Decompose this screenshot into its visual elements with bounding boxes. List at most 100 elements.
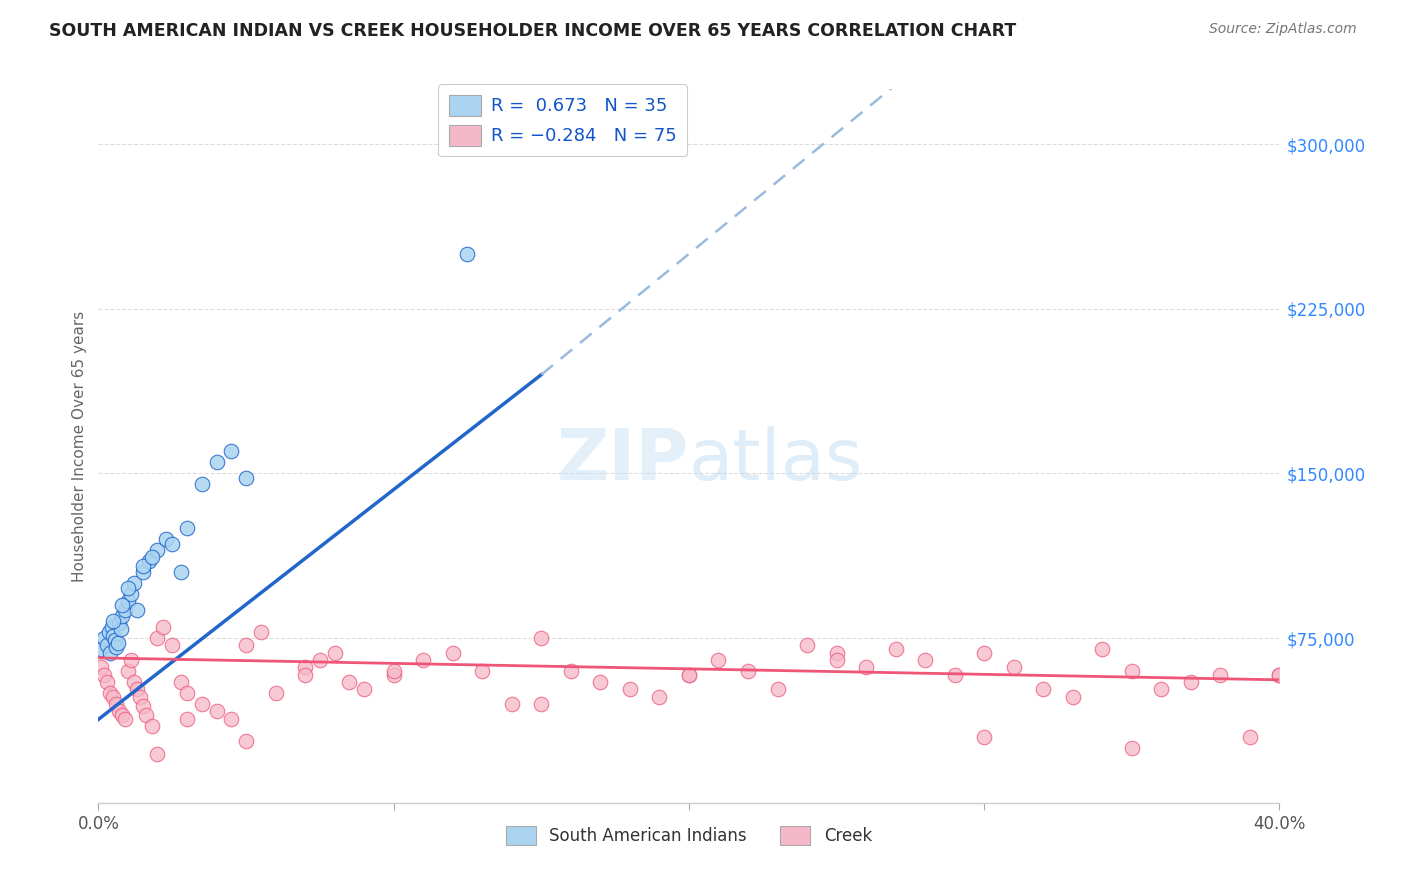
Point xyxy=(1239,730,1261,744)
Point xyxy=(108,704,131,718)
Point xyxy=(146,631,169,645)
Point xyxy=(105,697,128,711)
Point xyxy=(884,642,907,657)
Point xyxy=(1002,659,1025,673)
Point xyxy=(353,681,375,696)
Point xyxy=(412,653,434,667)
Legend: South American Indians, Creek: South American Indians, Creek xyxy=(499,819,879,852)
Point xyxy=(122,576,145,591)
Point xyxy=(117,594,139,608)
Point xyxy=(162,537,183,551)
Point xyxy=(120,653,142,667)
Point xyxy=(973,647,995,661)
Point xyxy=(973,730,995,744)
Point xyxy=(457,247,479,261)
Text: SOUTH AMERICAN INDIAN VS CREEK HOUSEHOLDER INCOME OVER 65 YEARS CORRELATION CHAR: SOUTH AMERICAN INDIAN VS CREEK HOUSEHOLD… xyxy=(49,22,1017,40)
Point xyxy=(114,712,136,726)
Point xyxy=(138,554,160,568)
Point xyxy=(114,602,136,616)
Point xyxy=(97,624,120,639)
Point xyxy=(146,543,169,558)
Point xyxy=(294,668,316,682)
Point xyxy=(128,690,150,705)
Point xyxy=(93,668,115,682)
Point xyxy=(103,690,125,705)
Point xyxy=(294,659,316,673)
Point xyxy=(162,638,183,652)
Point xyxy=(205,704,228,718)
Point xyxy=(176,686,198,700)
Point xyxy=(221,712,243,726)
Point xyxy=(152,620,174,634)
Point xyxy=(1062,690,1084,705)
Point xyxy=(125,602,148,616)
Point xyxy=(943,668,966,682)
Point xyxy=(825,653,848,667)
Point xyxy=(96,638,118,652)
Point xyxy=(117,664,139,678)
Text: ZIP: ZIP xyxy=(557,425,689,495)
Point xyxy=(176,521,198,535)
Point xyxy=(235,638,257,652)
Point xyxy=(855,659,877,673)
Point xyxy=(1121,664,1143,678)
Point xyxy=(120,587,142,601)
Point xyxy=(589,675,612,690)
Point xyxy=(1091,642,1114,657)
Point xyxy=(250,624,273,639)
Point xyxy=(530,631,553,645)
Point xyxy=(707,653,730,667)
Point xyxy=(96,675,118,690)
Point xyxy=(914,653,936,667)
Point xyxy=(132,699,155,714)
Point xyxy=(111,609,134,624)
Point xyxy=(1032,681,1054,696)
Point xyxy=(530,697,553,711)
Point xyxy=(382,668,405,682)
Point xyxy=(1150,681,1173,696)
Point xyxy=(501,697,523,711)
Point xyxy=(1180,675,1202,690)
Point xyxy=(111,598,134,612)
Point xyxy=(205,455,228,469)
Point xyxy=(382,664,405,678)
Point xyxy=(132,558,155,573)
Text: Source: ZipAtlas.com: Source: ZipAtlas.com xyxy=(1209,22,1357,37)
Text: atlas: atlas xyxy=(689,425,863,495)
Point xyxy=(98,686,121,700)
Point xyxy=(264,686,287,700)
Point xyxy=(678,668,700,682)
Point xyxy=(648,690,671,705)
Point xyxy=(825,647,848,661)
Point xyxy=(122,675,145,690)
Point xyxy=(737,664,759,678)
Point xyxy=(441,647,464,661)
Point xyxy=(111,708,134,723)
Point xyxy=(141,549,163,564)
Point xyxy=(323,647,346,661)
Point xyxy=(796,638,818,652)
Point xyxy=(221,444,243,458)
Point xyxy=(191,697,214,711)
Point xyxy=(146,747,169,762)
Point xyxy=(93,631,115,645)
Point xyxy=(235,471,257,485)
Point xyxy=(100,620,122,634)
Point xyxy=(105,640,128,654)
Point xyxy=(132,566,155,580)
Point xyxy=(117,581,139,595)
Point xyxy=(1268,668,1291,682)
Point xyxy=(104,633,127,648)
Point xyxy=(339,675,361,690)
Point xyxy=(191,477,214,491)
Point xyxy=(108,615,131,630)
Point xyxy=(103,614,125,628)
Point xyxy=(103,629,125,643)
Point xyxy=(560,664,582,678)
Point xyxy=(90,642,112,657)
Point xyxy=(471,664,494,678)
Point xyxy=(176,712,198,726)
Point xyxy=(135,708,157,723)
Point xyxy=(170,566,193,580)
Point xyxy=(125,681,148,696)
